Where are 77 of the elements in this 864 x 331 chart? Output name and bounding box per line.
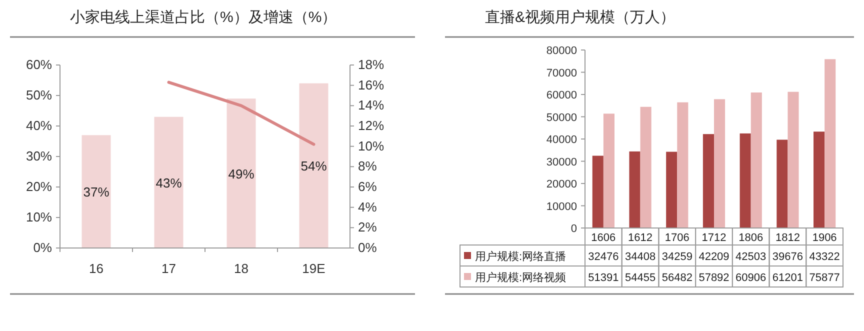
x-tick-label: 1812 <box>775 232 800 244</box>
y-tick-label: 40% <box>26 118 52 133</box>
data-label: 54% <box>300 158 328 174</box>
bar <box>299 83 328 248</box>
data-label: 42503 <box>736 251 766 263</box>
x-tick-label: 1706 <box>664 232 690 244</box>
y-tick-label: 60000 <box>546 90 577 102</box>
x-tick-label: 1612 <box>628 232 653 244</box>
bar <box>824 59 836 228</box>
data-label: 49% <box>228 166 255 182</box>
y-tick-label: 70000 <box>546 67 577 80</box>
data-label: 75877 <box>809 272 840 284</box>
y2-tick-label: 2% <box>358 220 378 235</box>
data-label: 39676 <box>772 251 804 263</box>
data-label: 34259 <box>662 251 692 263</box>
x-tick-label: 1606 <box>591 232 616 244</box>
y2-tick-label: 4% <box>358 199 378 214</box>
data-label: 43% <box>156 175 182 190</box>
data-label: 61201 <box>772 272 804 284</box>
bar <box>629 151 640 228</box>
data-label: 57892 <box>698 272 730 284</box>
x-tick-label: 1906 <box>812 232 837 244</box>
y-tick-label: 80000 <box>546 45 577 57</box>
x-tick-label: 17 <box>162 261 176 276</box>
bar <box>226 98 256 248</box>
y2-tick-label: 12% <box>358 118 384 133</box>
bar <box>776 140 788 228</box>
y-tick-label: 60% <box>26 57 52 72</box>
y-tick-label: 30000 <box>546 156 577 168</box>
bar <box>677 102 688 228</box>
y-tick-label: 50000 <box>546 112 577 124</box>
y2-tick-label: 18% <box>358 57 384 72</box>
y-tick-label: 20% <box>26 179 52 194</box>
y-tick-label: 0% <box>33 240 52 255</box>
y-tick-label: 40000 <box>546 134 577 146</box>
bar <box>714 99 726 228</box>
x-tick-label: 16 <box>89 261 104 276</box>
y2-tick-label: 8% <box>358 158 378 174</box>
data-label: 37% <box>83 184 110 200</box>
y-tick-label: 30% <box>26 148 52 164</box>
y2-tick-label: 16% <box>358 77 384 92</box>
bar <box>82 135 111 248</box>
bar <box>788 92 799 228</box>
chart-title: 小家电线上渠道占比（%）及增速（%） <box>70 9 337 26</box>
chart-title: 直播&视频用户规模（万人） <box>485 9 676 26</box>
y2-tick-label: 6% <box>358 179 378 194</box>
bar <box>666 152 678 228</box>
bar <box>814 132 825 228</box>
data-label: 43322 <box>809 251 840 263</box>
bar <box>603 114 614 228</box>
x-tick-label: 1806 <box>738 232 764 244</box>
y2-tick-label: 0% <box>358 240 378 255</box>
data-label: 51391 <box>588 272 619 284</box>
y2-tick-label: 14% <box>358 98 384 113</box>
y-tick-label: 20000 <box>546 178 577 190</box>
y-tick-label: 50% <box>26 88 52 102</box>
x-tick-label: 1712 <box>702 232 726 244</box>
data-label: 32476 <box>588 251 619 263</box>
y-tick-label: 0 <box>570 223 577 235</box>
bar <box>702 134 714 228</box>
data-label: 34408 <box>624 251 656 263</box>
data-label: 54455 <box>624 272 656 284</box>
data-label: 56482 <box>662 272 692 284</box>
bar <box>154 116 184 248</box>
bar <box>750 92 762 228</box>
legend-label: 用户规模:网络直播 <box>475 250 566 263</box>
bar <box>740 133 751 228</box>
y-tick-label: 10% <box>26 210 52 224</box>
data-label: 42209 <box>698 251 730 263</box>
legend-label: 用户规模:网络视频 <box>475 271 566 284</box>
x-tick-label: 19E <box>302 261 326 276</box>
data-label: 60906 <box>736 272 766 284</box>
bar <box>592 156 604 228</box>
bar <box>640 106 652 228</box>
y-tick-label: 10000 <box>546 200 577 213</box>
x-tick-label: 18 <box>234 261 248 276</box>
y2-tick-label: 10% <box>358 138 384 154</box>
